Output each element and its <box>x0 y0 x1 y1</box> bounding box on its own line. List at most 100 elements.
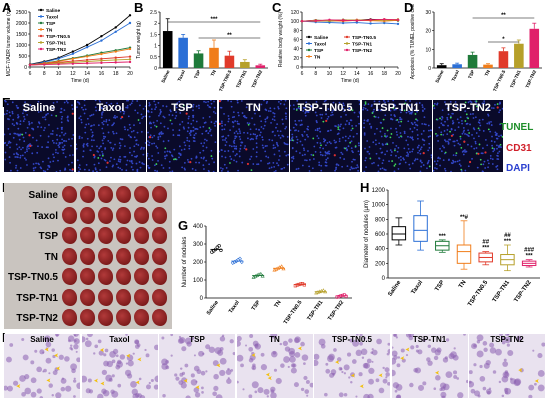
nucleus-dot <box>224 144 226 147</box>
nucleus-dot <box>113 115 116 117</box>
nucleus-dot <box>362 122 365 125</box>
tissue-blob <box>486 390 491 395</box>
nucleus-dot <box>290 156 293 159</box>
nodule-arrow <box>46 378 54 383</box>
tissue-blob <box>84 340 92 348</box>
nucleus-dot <box>49 106 52 109</box>
tunel-dot <box>312 137 315 140</box>
tissue-blob <box>116 359 122 365</box>
legend-marker <box>39 34 43 38</box>
nucleus-dot <box>307 135 309 138</box>
x-tick-label: 12 <box>340 71 346 77</box>
nucleus-dot <box>31 127 33 130</box>
nucleus-dot <box>325 144 327 147</box>
nucleus-dot <box>213 106 216 109</box>
nucleus-dot <box>411 130 413 133</box>
nodule-arrow <box>378 373 386 378</box>
nucleus-dot <box>192 114 194 117</box>
tunel-dot <box>351 127 354 130</box>
nucleus-dot <box>221 139 224 141</box>
nucleus-dot <box>147 110 150 113</box>
nucleus-dot <box>128 147 131 149</box>
nucleus-dot <box>144 115 146 118</box>
tissue-blob <box>350 381 353 384</box>
x-tick-label: 10 <box>56 71 62 77</box>
nucleus-dot <box>42 170 45 172</box>
nucleus-dot <box>97 109 100 112</box>
nodule-arrow <box>250 353 258 358</box>
nucleus-dot <box>99 106 101 108</box>
y-tick-label: 2.5 <box>150 10 157 16</box>
nucleus-dot <box>48 124 50 126</box>
nucleus-dot <box>163 125 166 128</box>
nucleus-dot <box>257 128 260 131</box>
nucleus-dot <box>212 111 215 113</box>
x-tick-label: 20 <box>395 71 401 77</box>
nucleus-dot <box>305 159 308 162</box>
tissue-blob <box>230 368 234 372</box>
nucleus-dot <box>496 168 499 171</box>
nucleus-dot <box>83 104 86 107</box>
nucleus-dot <box>418 149 420 152</box>
data-point <box>300 19 304 23</box>
nucleus-dot <box>147 144 150 146</box>
nucleus-dot <box>70 144 72 147</box>
nucleus-dot <box>392 109 395 111</box>
tissue-blob <box>488 387 492 390</box>
nucleus-dot <box>215 120 217 123</box>
nucleus-dot <box>352 135 355 138</box>
tissue-blob <box>153 344 158 351</box>
tunel-dot <box>499 143 502 146</box>
nucleus-dot <box>9 141 12 144</box>
lung-specimen <box>152 309 167 326</box>
nucleus-dot <box>324 151 327 154</box>
nucleus-dot <box>93 163 95 166</box>
legend-marker <box>345 48 349 52</box>
significance-label: **# <box>460 215 469 221</box>
nucleus-dot <box>144 142 146 144</box>
nucleus-dot <box>373 100 375 103</box>
tissue-blob <box>356 334 359 336</box>
nucleus-dot <box>155 106 157 109</box>
nucleus-dot <box>416 146 419 149</box>
nucleus-dot <box>43 116 46 118</box>
nucleus-dot <box>223 139 226 141</box>
nucleus-dot <box>353 167 355 170</box>
tissue-blob <box>338 392 344 398</box>
tissue-blob <box>363 336 367 340</box>
row-label: Taxol <box>32 210 58 222</box>
nucleus-dot <box>489 154 492 157</box>
dapi-speckle <box>75 100 146 172</box>
nucleus-dot <box>60 121 63 124</box>
nucleus-dot <box>462 153 465 156</box>
nucleus-dot <box>140 146 143 149</box>
nucleus-dot <box>487 108 490 110</box>
nucleus-dot <box>58 134 61 137</box>
bar <box>224 55 235 68</box>
nucleus-dot <box>112 132 115 135</box>
nucleus-dot <box>186 158 189 161</box>
nucleus-dot <box>202 117 205 119</box>
tissue-blob <box>60 386 66 392</box>
nucleus-dot <box>275 162 278 165</box>
nucleus-dot <box>75 147 78 150</box>
nucleus-dot <box>277 159 280 161</box>
tissue-blob <box>239 363 244 368</box>
nucleus-dot <box>406 153 409 156</box>
tissue-blob <box>9 343 14 347</box>
tunel-dot <box>21 133 24 136</box>
tunel-dot <box>444 151 447 154</box>
nucleus-dot <box>34 166 37 169</box>
nucleus-dot <box>304 138 307 141</box>
tissue-blob <box>61 377 65 380</box>
tissue-blob <box>503 358 507 362</box>
tissue-blob <box>30 360 35 365</box>
legend-marker <box>345 35 349 39</box>
nucleus-dot <box>322 147 325 150</box>
nucleus-dot <box>227 115 229 117</box>
nucleus-dot <box>122 110 125 113</box>
nucleus-dot <box>308 165 311 168</box>
bar <box>240 61 250 68</box>
nucleus-dot <box>416 151 419 154</box>
nucleus-dot <box>100 116 103 119</box>
